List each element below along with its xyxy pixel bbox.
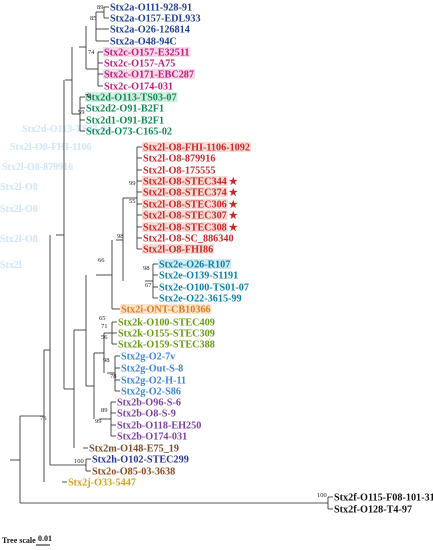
leaf-label: Stx2k-O155-STEC309: [118, 329, 215, 340]
leaf-label: Stx2m-O148-E75_19: [89, 444, 179, 455]
support-value: 55: [129, 198, 136, 205]
support-value: 98: [103, 357, 110, 364]
support-value: 99: [95, 418, 102, 425]
ghost-text-watermark: Stx2d-O113-TS03-07 Stx2l-O8-FHI-1106 Stx…: [0, 124, 111, 271]
leaf-label: Stx2o-O85-03-3638: [92, 467, 175, 478]
support-value: 89: [97, 4, 104, 11]
leaf-highlight: [142, 199, 228, 209]
leaf-label: Stx2l-O8-STEC308: [143, 223, 227, 234]
svg-text:Stx2l-O8: Stx2l-O8: [0, 182, 38, 193]
leaf-highlight: [103, 47, 191, 57]
support-value: 100: [317, 492, 327, 499]
support-value: 98: [143, 265, 150, 272]
leaf-label: Stx2d2-O91-B2F1: [86, 104, 164, 115]
leaf-label: Stx2d1-O91-B2F1: [86, 116, 164, 127]
leaf-label: Stx2c-O157-E32511: [104, 48, 189, 59]
leaf-label: Stx2l-O8-STEC306: [143, 200, 227, 211]
svg-text:Stx2l-O8: Stx2l-O8: [0, 234, 38, 245]
leaf-label: Stx2e-O139-S1191: [159, 271, 238, 282]
leaf-highlight: [85, 92, 178, 102]
leaf-label: Stx2k-O100-STEC409: [118, 318, 215, 329]
star-icon: ★: [229, 177, 238, 188]
leaf-label: Stx2g-O2-H-11: [121, 376, 186, 387]
leaf-label: Stx2a-O111-928-91: [110, 3, 192, 14]
svg-text:Stx2l-O8-879916: Stx2l-O8-879916: [2, 162, 73, 173]
svg-text:Stx2d-O113-TS03-07: Stx2d-O113-TS03-07: [22, 124, 111, 135]
support-value: 59: [78, 109, 85, 116]
leaf-labels: Stx2a-O111-928-91Stx2a-O157-EDL933Stx2a-…: [68, 3, 433, 516]
leaf-label: Stx2a-O48-94C: [110, 37, 177, 48]
leaf-label: Stx2g-O2-7v: [121, 352, 176, 363]
leaf-label: Stx2e-O22-3615-99: [159, 294, 242, 305]
leaf-highlight: [103, 69, 195, 79]
leaf-label: Stx2l-O8-175555: [143, 166, 215, 177]
tree-scale-label: Tree scale: [2, 536, 36, 545]
leaf-label: Stx2j-O33-5447: [68, 478, 136, 489]
leaf-label: Stx2b-O174-031: [117, 432, 187, 443]
tree-scale-value: 0.01: [38, 534, 52, 543]
leaf-label: Stx2g-Out-S-8: [121, 364, 183, 375]
star-icon: ★: [229, 200, 238, 211]
support-value: 66: [98, 257, 105, 264]
star-icon: ★: [229, 188, 238, 199]
leaf-label: Stx2a-O157-EDL933: [110, 14, 201, 25]
support-value: 65: [99, 315, 106, 322]
support-value: 56: [101, 334, 108, 341]
leaf-label: Stx2f-O115-F08-101-31: [334, 493, 433, 504]
support-value: 100: [74, 458, 84, 465]
leaf-label: Stx2b-O96-S-6: [117, 398, 181, 409]
support-value: 71: [101, 323, 108, 330]
leaf-highlight: [142, 176, 228, 186]
leaf-highlight: [142, 142, 251, 152]
leaf-label: Stx2d-O73-C165-02: [86, 127, 172, 138]
leaf-label: Stx2b-O118-EH250: [117, 421, 201, 432]
leaf-label: Stx2l-O8-STEC307: [143, 211, 227, 222]
support-value: 85: [90, 15, 97, 22]
support-value: 98: [117, 233, 124, 240]
leaf-label: Stx2l-O8-879916: [143, 154, 215, 165]
star-icon: ★: [229, 223, 238, 234]
support-value: 67: [145, 282, 152, 289]
leaf-highlight: [120, 304, 212, 314]
tree-scale: Tree scale 0.01: [2, 534, 52, 546]
support-value: 76: [40, 415, 47, 422]
leaf-label: Stx2i-ONT-CB10366: [121, 305, 211, 316]
support-value: 89: [101, 407, 108, 414]
leaf-label: Stx2f-O128-T4-97: [334, 505, 412, 516]
leaf-label: Stx2h-O102-STEC299: [92, 455, 189, 466]
leaf-highlight: [142, 222, 228, 232]
leaf-label: Stx2k-O159-STEC388: [118, 340, 215, 351]
leaf-label: Stx2l-O8-FHI-1106-1092: [143, 143, 250, 154]
support-values: 8985745978995598986766657156987889991007…: [40, 4, 327, 499]
leaf-label: Stx2l-O8-STEC374: [143, 188, 227, 199]
leaf-label: Stx2b-O8-S-9: [117, 409, 176, 420]
tree-branches: [10, 6, 333, 510]
support-value: 99: [129, 180, 136, 187]
leaf-label: Stx2c-O171-EBC287: [104, 70, 194, 81]
leaf-label: Stx2l-O8-FHI86: [143, 245, 213, 256]
leaf-label: Stx2l-O8-SC_886340: [143, 234, 234, 245]
support-value: 74: [88, 49, 95, 56]
svg-text:Stx2l: Stx2l: [0, 260, 22, 271]
support-value: 78: [85, 93, 92, 100]
leaf-label: Stx2l-O8-STEC344: [143, 177, 227, 188]
leaf-highlight: [142, 187, 228, 197]
leaf-highlight: [142, 244, 215, 254]
svg-text:Stx2l-O8: Stx2l-O8: [0, 204, 38, 215]
leaf-label: Stx2c-O174-031: [104, 82, 173, 93]
leaf-label: Stx2c-O157-A75: [104, 59, 175, 70]
leaf-highlight: [142, 210, 228, 220]
leaf-label: Stx2e-O26-R107: [159, 260, 230, 271]
leaf-label: Stx2g-O2-S86: [121, 387, 181, 398]
leaf-label: Stx2a-O26-126814: [110, 25, 190, 36]
support-value: 78: [110, 373, 117, 380]
leaf-highlight: [158, 259, 232, 269]
star-icon: ★: [229, 211, 238, 222]
leaf-label: Stx2d-O113-TS03-07: [86, 93, 177, 104]
svg-text:Stx2l-O8-FHI-1106: Stx2l-O8-FHI-1106: [10, 142, 92, 153]
leaf-highlights: [85, 47, 251, 314]
leaf-label: Stx2e-O100-TS01-07: [159, 283, 249, 294]
